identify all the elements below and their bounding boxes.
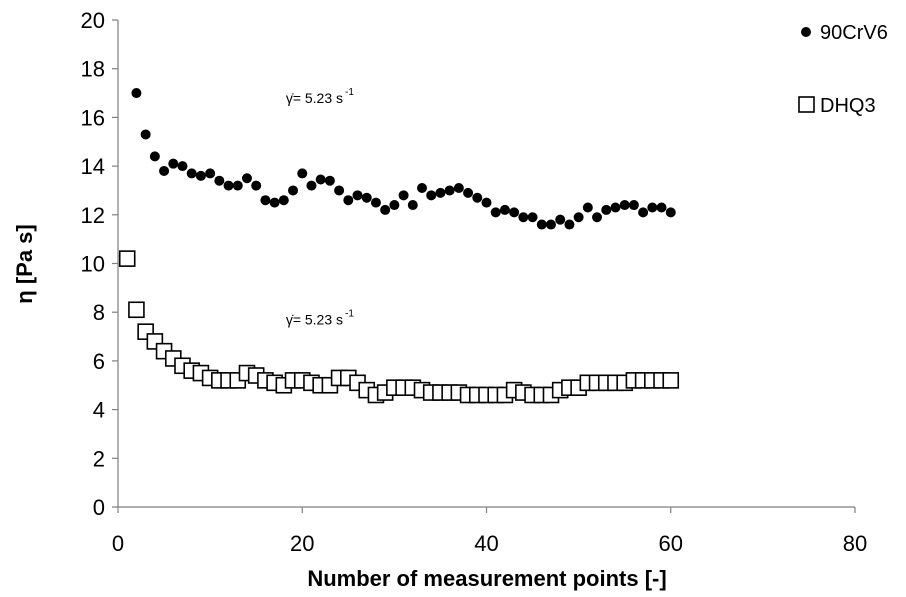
- data-point: [361, 192, 372, 203]
- legend-marker-90CrV6: [801, 27, 811, 37]
- x-tick-label: 0: [112, 531, 124, 556]
- data-point: [619, 200, 630, 211]
- data-point: [288, 185, 299, 196]
- y-tick-label: 2: [93, 446, 105, 471]
- x-tick-label: 80: [843, 531, 867, 556]
- data-point: [205, 168, 216, 179]
- data-point: [177, 161, 188, 172]
- data-point: [159, 165, 170, 176]
- data-point: [140, 129, 151, 140]
- data-point: [334, 185, 345, 196]
- data-point: [472, 192, 483, 203]
- data-point: [518, 212, 529, 223]
- data-point: [601, 204, 612, 215]
- data-point: [628, 200, 639, 211]
- data-point: [343, 195, 354, 206]
- y-tick-label: 8: [93, 300, 105, 325]
- data-point: [370, 197, 381, 208]
- data-point: [131, 88, 142, 99]
- data-point: [662, 372, 680, 389]
- x-tick-label: 60: [659, 531, 683, 556]
- series-90CrV6: [131, 88, 676, 230]
- y-tick-label: 0: [93, 495, 105, 520]
- legend-label-90CrV6: 90CrV6: [820, 22, 888, 44]
- data-point: [251, 180, 262, 191]
- data-point: [481, 197, 492, 208]
- annotation-text: γ̇= 5.23 s -1: [286, 87, 355, 106]
- data-point: [444, 185, 455, 196]
- data-point: [398, 190, 409, 201]
- data-point: [463, 187, 474, 198]
- data-point: [435, 187, 446, 198]
- data-points: [118, 88, 680, 404]
- legend-marker-DHQ3: [798, 96, 815, 113]
- y-tick-label: 14: [81, 154, 105, 179]
- data-point: [223, 180, 234, 191]
- data-point: [380, 204, 391, 215]
- y-tick-label: 4: [93, 398, 105, 423]
- data-point: [564, 219, 575, 230]
- y-tick-label: 12: [81, 203, 105, 228]
- data-point: [168, 158, 179, 169]
- data-point: [407, 200, 418, 211]
- data-point: [306, 180, 317, 191]
- y-tick-label: 18: [81, 57, 105, 82]
- data-point: [389, 200, 400, 211]
- data-point: [453, 183, 464, 194]
- y-tick-labels: 0 2 4 6 8 10 12 14 16 18 20: [81, 8, 105, 520]
- x-tick-label: 20: [290, 531, 314, 556]
- series-DHQ3: [118, 250, 680, 404]
- x-tick-labels: 0 20 40 60 80: [112, 531, 867, 556]
- data-point: [315, 174, 326, 185]
- y-tick-label: 16: [81, 105, 105, 130]
- y-tick-label: 10: [81, 252, 105, 277]
- data-point: [128, 301, 145, 319]
- data-point: [269, 197, 280, 208]
- data-point: [665, 207, 676, 218]
- data-point: [149, 151, 160, 162]
- data-point: [426, 190, 437, 201]
- data-point: [278, 195, 289, 206]
- legend: 90CrV6 DHQ3: [798, 22, 888, 117]
- data-point: [610, 202, 621, 213]
- data-point: [656, 202, 667, 213]
- data-point: [573, 212, 584, 223]
- data-point: [195, 170, 206, 181]
- data-point: [417, 183, 428, 194]
- x-axis-label: Number of measurement points [-]: [307, 566, 666, 591]
- data-point: [638, 207, 649, 218]
- y-axis-label: η [Pa s]: [12, 224, 37, 303]
- data-point: [241, 173, 252, 184]
- y-tick-label: 6: [93, 349, 105, 374]
- data-point: [186, 168, 197, 179]
- data-point: [647, 202, 658, 213]
- annotation-text: γ̇= 5.23 s -1: [286, 308, 355, 327]
- data-point: [555, 214, 566, 225]
- data-point: [214, 175, 225, 186]
- data-point: [545, 219, 556, 230]
- data-point: [490, 207, 501, 218]
- data-point: [527, 212, 538, 223]
- data-point: [232, 180, 243, 191]
- axes: [112, 19, 856, 513]
- y-tick-label: 20: [81, 8, 105, 33]
- shear-rate-annotation-2: γ̇= 5.23 s -1: [286, 308, 355, 327]
- x-tick-label: 40: [474, 531, 498, 556]
- legend-label-DHQ3: DHQ3: [820, 95, 876, 117]
- data-point: [324, 175, 335, 186]
- shear-rate-annotation-1: γ̇= 5.23 s -1: [286, 87, 355, 106]
- data-point: [582, 202, 593, 213]
- data-point: [536, 219, 547, 230]
- data-point: [352, 190, 363, 201]
- data-point: [260, 195, 271, 206]
- data-point: [118, 250, 136, 267]
- data-point: [499, 204, 510, 215]
- data-point: [297, 168, 308, 179]
- data-point: [509, 207, 520, 218]
- data-point: [592, 212, 603, 223]
